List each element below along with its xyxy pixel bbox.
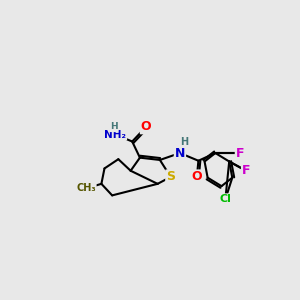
Text: Cl: Cl <box>219 194 231 204</box>
Text: N: N <box>175 146 185 160</box>
Text: H: H <box>181 137 189 147</box>
Text: F: F <box>242 164 250 177</box>
Text: S: S <box>166 170 175 183</box>
Text: O: O <box>141 120 152 134</box>
Text: O: O <box>192 170 202 183</box>
Text: CH₃: CH₃ <box>76 184 96 194</box>
Text: F: F <box>236 146 244 160</box>
Text: NH₂: NH₂ <box>104 130 126 140</box>
Text: H: H <box>110 122 118 131</box>
